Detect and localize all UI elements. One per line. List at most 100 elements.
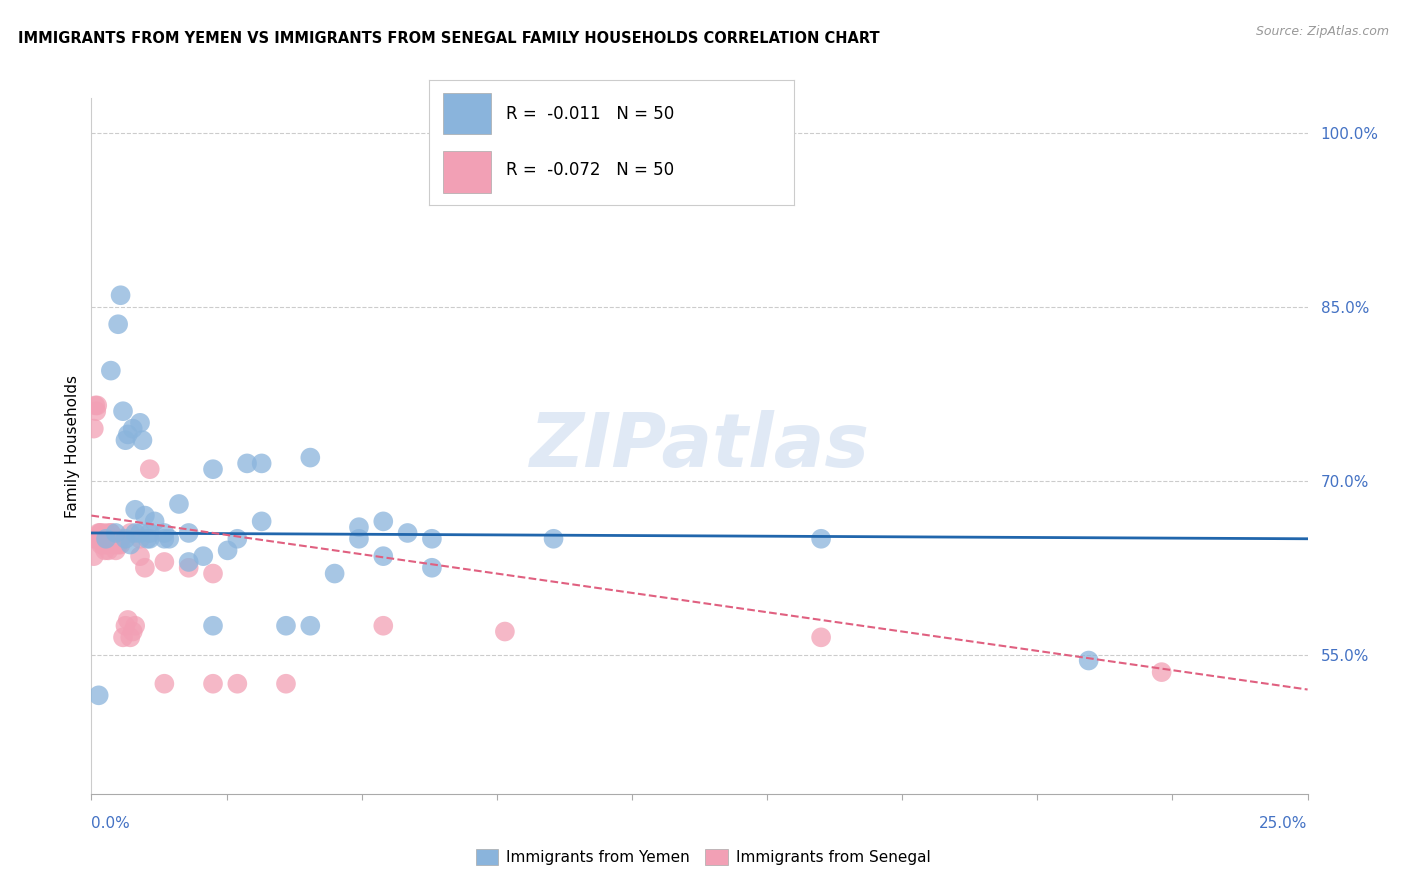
Point: [94, 543, 117, 558]
Point: [153, 676, 176, 690]
Point: [157, 532, 180, 546]
Point: [84, 532, 107, 546]
Point: [120, 630, 142, 644]
Point: [810, 630, 832, 644]
Point: [87, 532, 110, 546]
Point: [217, 543, 239, 558]
Point: [90, 537, 112, 551]
Point: [299, 619, 322, 633]
Point: [373, 514, 395, 528]
Point: [110, 537, 132, 551]
Point: [117, 613, 139, 627]
Text: R =  -0.011   N = 50: R = -0.011 N = 50: [506, 105, 673, 123]
Point: [124, 525, 146, 540]
Text: IMMIGRANTS FROM YEMEN VS IMMIGRANTS FROM SENEGAL FAMILY HOUSEHOLDS CORRELATION C: IMMIGRANTS FROM YEMEN VS IMMIGRANTS FROM…: [18, 31, 880, 46]
Point: [104, 543, 127, 558]
Point: [84, 532, 107, 546]
Point: [84, 404, 107, 418]
Point: [373, 549, 395, 564]
Point: [153, 525, 176, 540]
Point: [129, 532, 152, 546]
Point: [494, 624, 516, 639]
Text: 25.0%: 25.0%: [1260, 816, 1308, 830]
Point: [153, 555, 176, 569]
Point: [139, 525, 162, 540]
Point: [104, 525, 127, 540]
Point: [103, 532, 125, 546]
Point: [177, 525, 200, 540]
Point: [86, 398, 108, 412]
Point: [1150, 665, 1173, 680]
Point: [94, 532, 117, 546]
Point: [167, 497, 190, 511]
Point: [129, 549, 152, 564]
Point: [373, 619, 395, 633]
Point: [107, 317, 129, 331]
Point: [347, 520, 370, 534]
Point: [153, 532, 176, 546]
Point: [83, 549, 105, 564]
Point: [110, 288, 132, 302]
Point: [226, 532, 249, 546]
Point: [110, 532, 132, 546]
Point: [94, 532, 117, 546]
Point: [177, 561, 200, 575]
Text: 0.0%: 0.0%: [91, 816, 131, 830]
Point: [97, 543, 120, 558]
Point: [120, 537, 142, 551]
Point: [299, 450, 322, 465]
FancyBboxPatch shape: [443, 93, 491, 134]
Point: [420, 532, 443, 546]
Point: [202, 566, 225, 581]
Point: [114, 619, 136, 633]
Point: [104, 537, 127, 551]
Point: [236, 456, 259, 471]
Point: [96, 537, 118, 551]
Point: [93, 532, 115, 546]
Point: [129, 525, 152, 540]
Text: Source: ZipAtlas.com: Source: ZipAtlas.com: [1256, 25, 1389, 38]
Point: [114, 532, 136, 546]
Text: R =  -0.072   N = 50: R = -0.072 N = 50: [506, 161, 673, 179]
Point: [84, 398, 107, 412]
Point: [250, 514, 273, 528]
FancyBboxPatch shape: [443, 152, 491, 193]
Point: [543, 532, 565, 546]
Point: [134, 561, 156, 575]
Point: [124, 502, 146, 516]
Point: [420, 561, 443, 575]
Point: [274, 619, 297, 633]
Point: [94, 525, 117, 540]
Point: [202, 676, 225, 690]
Point: [1077, 653, 1099, 667]
Point: [117, 427, 139, 442]
Point: [107, 537, 129, 551]
Point: [129, 416, 152, 430]
Text: ZIPatlas: ZIPatlas: [530, 409, 869, 483]
Point: [396, 525, 419, 540]
Point: [98, 532, 121, 546]
Point: [111, 630, 134, 644]
Point: [810, 532, 832, 546]
Point: [121, 421, 143, 435]
Point: [347, 532, 370, 546]
Point: [87, 525, 110, 540]
Point: [111, 404, 134, 418]
Point: [90, 525, 112, 540]
Point: [120, 525, 142, 540]
Y-axis label: Family Households: Family Households: [65, 375, 80, 517]
Point: [193, 549, 215, 564]
Point: [100, 525, 122, 540]
Point: [202, 462, 225, 476]
Point: [136, 532, 159, 546]
Point: [114, 433, 136, 447]
Point: [226, 676, 249, 690]
Point: [134, 508, 156, 523]
Point: [124, 619, 146, 633]
Point: [250, 456, 273, 471]
Point: [274, 676, 297, 690]
Point: [100, 364, 122, 378]
Point: [87, 689, 110, 703]
Point: [139, 532, 162, 546]
Point: [121, 624, 143, 639]
